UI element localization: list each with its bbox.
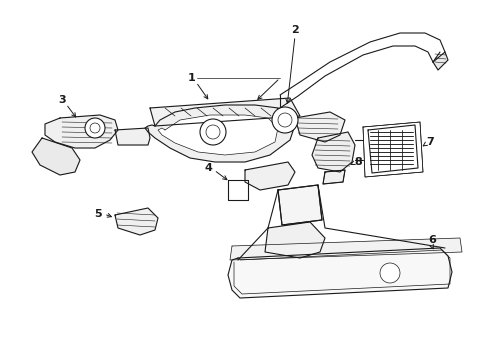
Text: 3: 3 (58, 95, 66, 105)
Polygon shape (229, 238, 461, 260)
Polygon shape (158, 115, 278, 155)
Polygon shape (227, 248, 451, 298)
Polygon shape (311, 132, 354, 172)
Circle shape (200, 119, 225, 145)
Polygon shape (294, 112, 345, 142)
Circle shape (278, 113, 291, 127)
Polygon shape (45, 115, 118, 148)
Polygon shape (432, 52, 447, 70)
Polygon shape (145, 105, 294, 162)
Text: 4: 4 (203, 163, 211, 173)
Text: 1: 1 (188, 73, 196, 83)
Polygon shape (227, 180, 247, 200)
Polygon shape (362, 122, 422, 177)
Polygon shape (278, 185, 321, 225)
Polygon shape (323, 170, 345, 184)
Polygon shape (32, 138, 80, 175)
Text: 2: 2 (290, 25, 298, 35)
Polygon shape (367, 125, 417, 173)
Text: 6: 6 (427, 235, 435, 245)
Circle shape (90, 123, 100, 133)
Circle shape (205, 125, 220, 139)
Polygon shape (115, 208, 158, 235)
Circle shape (271, 107, 297, 133)
Circle shape (379, 263, 399, 283)
Polygon shape (264, 222, 325, 258)
Polygon shape (150, 98, 299, 126)
Text: 7: 7 (425, 137, 433, 147)
Circle shape (85, 118, 105, 138)
Text: 5: 5 (94, 209, 102, 219)
Text: 8: 8 (353, 157, 361, 167)
Polygon shape (115, 128, 150, 145)
Polygon shape (244, 162, 294, 190)
